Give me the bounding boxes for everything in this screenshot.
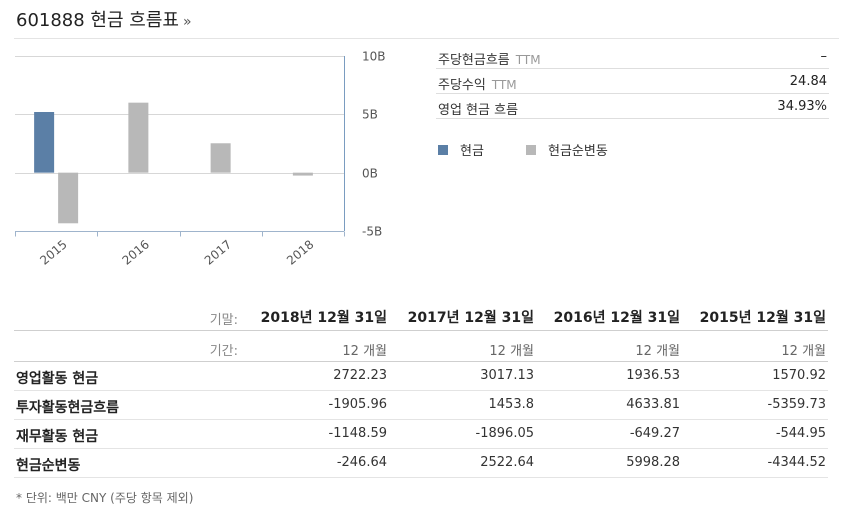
stat-value: 24.84 <box>789 74 827 89</box>
table-row-investing-cash-flow: 투자활동현금흐름 -1905.96 1453.8 4633.81 -5359.7… <box>14 391 828 420</box>
table-cell: -246.64 <box>336 455 387 470</box>
table-period-header: 기간: 12 개월 12 개월 12 개월 12 개월 <box>14 333 828 362</box>
legend-swatch-cash <box>438 144 448 155</box>
date-2017: 2017년 12월 31일 <box>407 310 534 326</box>
bar-2015-cash <box>34 112 55 173</box>
page-title-text: 601888 현금 흐름표 <box>16 10 179 31</box>
table-cell: 4633.81 <box>626 397 680 412</box>
legend-swatch-net-change <box>526 144 536 155</box>
table-cell: -5359.73 <box>767 397 826 412</box>
stat-label: 영업 현금 흐름 <box>438 103 519 118</box>
period-cell: 12 개월 <box>489 344 534 359</box>
row-label: 영업활동 현금 <box>16 371 99 387</box>
table-cell: -1905.96 <box>328 397 387 412</box>
table-cell: 1570.92 <box>772 368 826 383</box>
period-label: 기간: <box>209 344 238 359</box>
period-cell: 12 개월 <box>635 344 680 359</box>
table-cell: 1936.53 <box>626 368 680 383</box>
x-tick-label: 2018 <box>284 237 316 267</box>
stat-row-operating-cash-flow: 영업 현금 흐름 34.93% <box>436 94 829 119</box>
period-cell: 12 개월 <box>781 344 826 359</box>
date-label: 기말: <box>209 313 238 328</box>
page-title[interactable]: 601888 현금 흐름표» <box>16 6 192 32</box>
stat-value: – <box>820 49 828 64</box>
x-tick-label: 2015 <box>37 237 69 267</box>
table-cell: -544.95 <box>775 426 826 441</box>
date-2018: 2018년 12월 31일 <box>260 310 387 326</box>
bar-2017-net-change <box>210 143 231 173</box>
title-divider <box>14 38 839 39</box>
table-cell: -1896.05 <box>475 426 534 441</box>
table-cell: 1453.8 <box>488 397 535 412</box>
table-cell: 3017.13 <box>480 368 534 383</box>
bar-2015-net-change <box>58 172 79 224</box>
table-cell: 2522.64 <box>480 455 534 470</box>
y-tick-label: 0B <box>362 167 378 181</box>
footnote: * 단위: 백만 CNY (주당 항목 제외) <box>16 491 194 505</box>
stat-row-cash-per-share: 주당현금흐름 TTM – <box>436 44 829 69</box>
table-cell: -4344.52 <box>767 455 826 470</box>
table-date-header: 기말: 2018년 12월 31일 2017년 12월 31일 2016년 12… <box>14 302 828 331</box>
x-tick-label: 2017 <box>202 237 234 267</box>
table-row-net-change: 현금순변동 -246.64 2522.64 5998.28 -4344.52 <box>14 449 828 478</box>
table-cell: 5998.28 <box>626 455 680 470</box>
table-cell: -649.27 <box>629 426 680 441</box>
stat-label: 주당현금흐름 TTM <box>438 53 541 68</box>
legend-item-cash: 현금 <box>438 140 484 159</box>
bar-2018-net-change <box>292 172 313 176</box>
row-label: 현금순변동 <box>16 458 81 474</box>
period-cell: 12 개월 <box>342 344 387 359</box>
table-cell: -1148.59 <box>328 426 387 441</box>
legend-item-net-change: 현금순변동 <box>526 140 608 159</box>
more-arrow-icon[interactable]: » <box>182 14 192 30</box>
cash-flow-chart: 10B 5B 0B -5B 2015 2016 2017 2018 <box>15 50 386 268</box>
date-2015: 2015년 12월 31일 <box>699 310 826 326</box>
date-2016: 2016년 12월 31일 <box>553 310 680 326</box>
legend-label: 현금 <box>460 144 484 159</box>
table-row-operating-cash: 영업활동 현금 2722.23 3017.13 1936.53 1570.92 <box>14 362 828 391</box>
y-tick-label: 10B <box>362 50 386 64</box>
y-tick-label: 5B <box>362 108 378 122</box>
table-row-financing-cash: 재무활동 현금 -1148.59 -1896.05 -649.27 -544.9… <box>14 420 828 449</box>
row-label: 투자활동현금흐름 <box>16 400 120 416</box>
stat-value: 34.93% <box>777 99 827 114</box>
x-tick-label: 2016 <box>120 237 152 267</box>
bar-2016-net-change <box>128 102 149 173</box>
stat-row-eps: 주당수익 TTM 24.84 <box>436 69 829 94</box>
y-tick-label: -5B <box>362 225 382 239</box>
stat-label: 주당수익 TTM <box>438 78 517 93</box>
legend-label: 현금순변동 <box>548 144 608 159</box>
table-cell: 2722.23 <box>333 368 387 383</box>
row-label: 재무활동 현금 <box>16 429 99 445</box>
